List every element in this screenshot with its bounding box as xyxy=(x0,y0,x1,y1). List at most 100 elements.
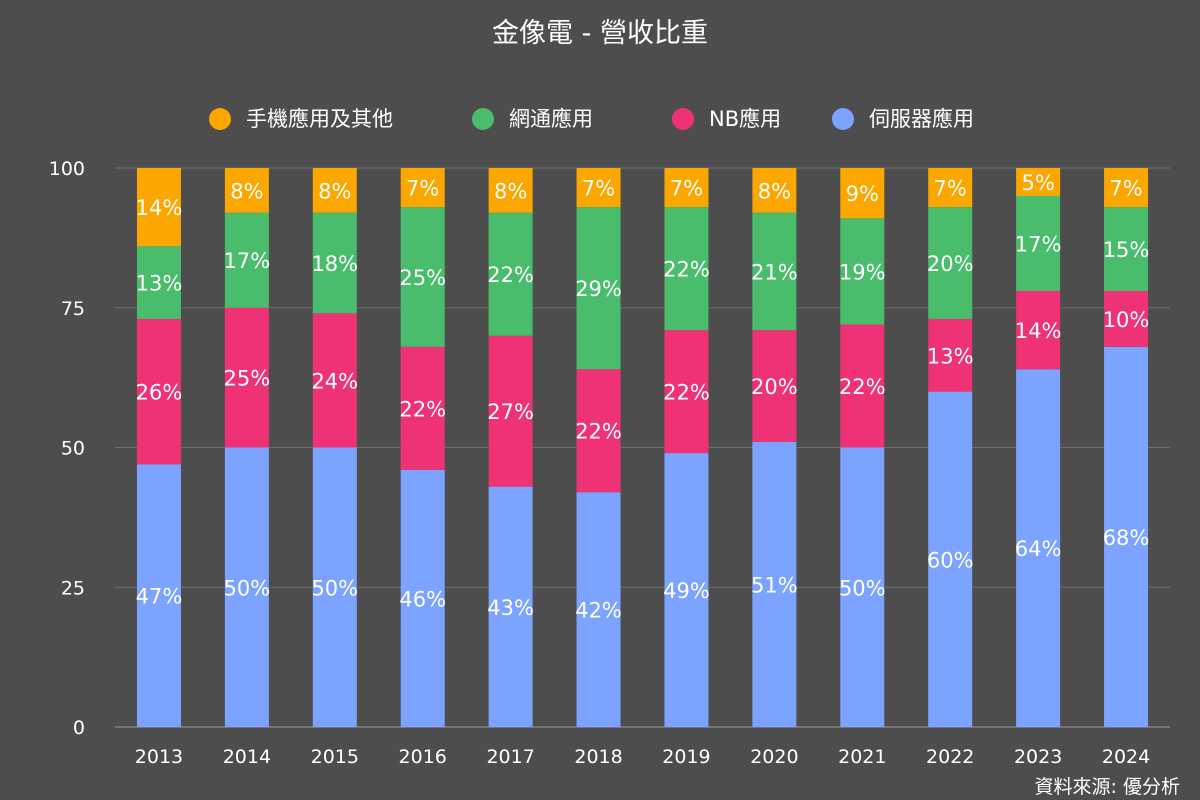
x-tick-label: 2016 xyxy=(399,746,447,768)
legend-item: 伺服器應用 xyxy=(832,107,974,131)
data-label: 51% xyxy=(751,573,798,597)
bar-segment xyxy=(664,330,709,454)
data-label: 8% xyxy=(318,179,351,203)
data-label: 46% xyxy=(399,587,446,611)
bar-stack-2015: 50% 24% 18% 8% xyxy=(311,168,358,727)
bar-segment xyxy=(136,464,181,727)
legend-item: 網通應用 xyxy=(472,107,593,131)
x-tick-label: 2020 xyxy=(750,746,798,768)
y-tick-label: 25 xyxy=(61,577,85,599)
bar-segment xyxy=(928,207,973,319)
bar-stack-2020: 51% 20% 21% 8% xyxy=(751,168,798,727)
bar-segment xyxy=(664,207,709,331)
y-axis: 0 25 50 75 100 xyxy=(49,158,85,739)
bar-segment xyxy=(224,307,269,448)
x-tick-label: 2022 xyxy=(926,746,974,768)
bar-segment xyxy=(576,369,621,493)
data-label: 25% xyxy=(224,367,271,391)
bar-segment xyxy=(752,168,797,213)
data-label: 22% xyxy=(663,381,710,405)
data-label: 8% xyxy=(230,179,263,203)
data-label: 13% xyxy=(136,272,183,296)
x-tick-label: 2021 xyxy=(838,746,886,768)
data-label: 29% xyxy=(575,277,622,301)
y-tick-label: 75 xyxy=(61,298,85,320)
bar-stack-2024: 68% 10% 15% 7% xyxy=(1103,168,1150,727)
bar-stack-2019: 49% 22% 22% 7% xyxy=(663,168,710,727)
y-tick-label: 50 xyxy=(61,438,85,460)
bar-segment xyxy=(928,391,973,727)
x-tick-label: 2014 xyxy=(223,746,271,768)
x-tick-label: 2019 xyxy=(662,746,710,768)
legend-label: 伺服器應用 xyxy=(869,107,974,131)
bar-segment xyxy=(840,447,885,727)
data-label: 25% xyxy=(399,266,446,290)
legend-item: NB應用 xyxy=(672,107,781,131)
data-label: 22% xyxy=(839,375,886,399)
data-label: 10% xyxy=(1103,308,1150,332)
bar-segment xyxy=(1016,369,1061,727)
bar-segment xyxy=(312,168,357,213)
data-label: 26% xyxy=(136,381,183,405)
bar-segment xyxy=(224,447,269,727)
chart-grid xyxy=(115,167,1170,728)
legend-item: 手機應用及其他 xyxy=(209,107,393,131)
x-tick-label: 2023 xyxy=(1014,746,1062,768)
x-tick-label: 2017 xyxy=(486,746,534,768)
bar-segment xyxy=(136,318,181,465)
legend-label: 手機應用及其他 xyxy=(246,107,393,131)
bar-segment xyxy=(576,492,621,727)
bar-segment xyxy=(488,335,533,487)
data-label: 7% xyxy=(670,177,703,201)
bar-segment xyxy=(1104,290,1149,347)
bar-segment xyxy=(1016,195,1061,291)
bar-stack-2013: 47% 26% 13% 14% xyxy=(136,168,183,727)
bar-segment xyxy=(400,469,445,727)
data-label: 8% xyxy=(758,179,791,203)
data-label: 24% xyxy=(311,369,358,393)
bar-stack-2014: 50% 25% 17% 8% xyxy=(224,168,271,727)
data-label: 64% xyxy=(1015,537,1062,561)
data-label: 50% xyxy=(224,576,271,600)
bar-segment xyxy=(488,212,533,336)
data-label: 7% xyxy=(406,177,439,201)
bar-segment xyxy=(928,168,973,208)
data-label: 42% xyxy=(575,599,622,623)
data-label: 22% xyxy=(487,263,534,287)
bar-segment xyxy=(224,168,269,213)
bar-segment xyxy=(1016,290,1061,370)
bar-segment xyxy=(752,212,797,331)
data-label: 13% xyxy=(927,344,974,368)
bar-segment xyxy=(840,324,885,448)
bar-segment xyxy=(576,168,621,208)
bar-segment xyxy=(312,313,357,448)
bar-segment xyxy=(840,168,885,219)
data-label: 14% xyxy=(1015,319,1062,343)
data-label: 22% xyxy=(575,420,622,444)
bar-segment xyxy=(400,346,445,470)
bar-segment xyxy=(1104,168,1149,208)
data-label: 9% xyxy=(846,182,879,206)
bar-segment xyxy=(312,212,357,314)
data-label: 60% xyxy=(927,548,974,572)
legend-label: NB應用 xyxy=(709,107,781,131)
y-tick-label: 100 xyxy=(49,158,85,180)
bar-segment xyxy=(752,441,797,727)
x-axis: 2013 2014 2015 2016 2017 2018 2019 2020 2021 2022… xyxy=(135,746,1150,768)
data-label: 22% xyxy=(399,397,446,421)
bar-segment xyxy=(664,453,709,727)
data-label: 7% xyxy=(1109,177,1142,201)
data-label: 47% xyxy=(136,585,183,609)
bar-segment xyxy=(136,246,181,319)
data-label: 5% xyxy=(1021,171,1054,195)
data-label: 68% xyxy=(1103,526,1150,550)
bar-segment xyxy=(224,212,269,308)
bar-segment xyxy=(136,168,181,247)
bar-stack-2016: 46% 22% 25% 7% xyxy=(399,168,446,727)
data-label: 17% xyxy=(1015,232,1062,256)
data-label: 14% xyxy=(136,196,183,220)
bar-stack-2017: 43% 27% 22% 8% xyxy=(487,168,534,727)
bar-segment xyxy=(488,486,533,727)
data-label: 20% xyxy=(751,375,798,399)
